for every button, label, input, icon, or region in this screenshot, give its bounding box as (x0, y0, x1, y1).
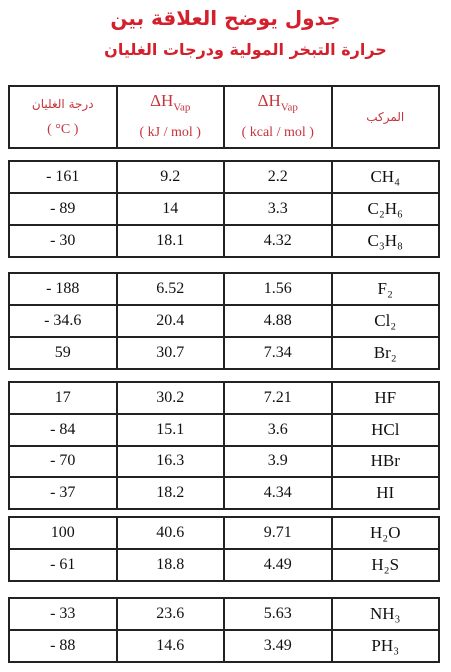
header-cell: درجة الغليان ( °C ) (8, 85, 118, 149)
formula-cell: HCl (330, 412, 440, 447)
header-unit: ( kJ / mol ) (139, 125, 201, 141)
formula-cell: C₂H₆ (330, 192, 440, 226)
value-cell: 3.6 (223, 412, 333, 447)
value-cell: - 30 (8, 224, 118, 258)
value-cell: 17 (8, 381, 118, 415)
header-cell: المركب (330, 85, 440, 149)
formula-cell: Br₂ (330, 336, 440, 370)
value-cell: 6.52 (115, 272, 225, 306)
table-row: - 161 9.2 2.2 CH₄ (8, 160, 440, 194)
formula-cell: HF (330, 381, 440, 415)
value-cell: 9.71 (223, 516, 333, 550)
formula-cell: C₃H₈ (330, 224, 440, 258)
row-group: 17 30.2 7.21 HF - 84 15.1 3.6 HCl - 70 16.3 3.9 HBr… (8, 381, 440, 510)
value-cell: 3.49 (223, 629, 333, 663)
table-row: - 89 14 3.3 C₂H₆ (8, 192, 440, 226)
header-subscript: Vap (173, 101, 191, 114)
header-table: درجة الغليان( °C ) ΔHVap( kJ / mol ) ΔHVap… (8, 85, 440, 149)
header-text: المركب (366, 110, 405, 124)
formula-cell: HBr (330, 444, 440, 479)
value-cell: 14 (115, 192, 225, 226)
value-cell: 40.6 (115, 516, 225, 550)
value-cell: 1.56 (223, 272, 333, 306)
formula-cell: NH₃ (330, 597, 440, 631)
value-cell: - 33 (8, 597, 118, 631)
value-cell: 14.6 (115, 629, 225, 663)
value-cell: 2.2 (223, 160, 333, 194)
value-cell: - 89 (8, 192, 118, 226)
header-label: ΔHVap (225, 88, 331, 120)
header-label: ΔHVap (118, 88, 224, 120)
table-row: - 88 14.6 3.49 PH₃ (8, 629, 440, 663)
formula-cell: H₂S (330, 548, 440, 582)
value-cell: - 37 (8, 476, 118, 510)
value-cell: 100 (8, 516, 118, 550)
value-cell: 3.9 (223, 444, 333, 479)
header-text: ΔH (150, 90, 174, 110)
header-cell: ΔHVap ( kcal / mol ) (223, 85, 333, 149)
table-row: - 33 23.6 5.63 NH₃ (8, 597, 440, 631)
value-cell: 59 (8, 336, 118, 370)
value-cell: 5.63 (223, 597, 333, 631)
value-cell: - 84 (8, 412, 118, 447)
formula-cell: H₂O (330, 516, 440, 550)
value-cell: 7.21 (223, 381, 333, 415)
value-cell: 9.2 (115, 160, 225, 194)
value-cell: - 161 (8, 160, 118, 194)
row-group: 100 40.6 9.71 H₂O - 61 18.8 4.49 H₂S (8, 516, 440, 582)
value-cell: 4.34 (223, 476, 333, 510)
header-label: المركب (333, 104, 439, 130)
value-cell: - 34.6 (8, 304, 118, 338)
value-cell: - 70 (8, 444, 118, 479)
title-line: جدول يوضح العلاقة بين (110, 6, 341, 30)
value-cell: 4.32 (223, 224, 333, 258)
table-row: - 37 18.2 4.34 HI (8, 476, 440, 510)
formula-cell: HI (330, 476, 440, 510)
header-text: درجة الغليان (31, 97, 94, 111)
row-group: - 161 9.2 2.2 CH₄ - 89 14 3.3 C₂H₆ - 30 18.1 4.32 C… (8, 160, 440, 258)
formula-cell: PH₃ (330, 629, 440, 663)
value-cell: 20.4 (115, 304, 225, 338)
table-row: - 70 16.3 3.9 HBr (8, 444, 440, 479)
table-row: 17 30.2 7.21 HF (8, 381, 440, 415)
value-cell: 23.6 (115, 597, 225, 631)
value-cell: - 88 (8, 629, 118, 663)
header-unit: ( kcal / mol ) (241, 125, 314, 141)
value-cell: 30.2 (115, 381, 225, 415)
value-cell: 7.34 (223, 336, 333, 370)
header-row: درجة الغليان( °C ) ΔHVap( kJ / mol ) ΔHVap… (8, 85, 440, 149)
table-row: 59 30.7 7.34 Br₂ (8, 336, 440, 370)
value-cell: 16.3 (115, 444, 225, 479)
header-label: درجة الغليان (10, 91, 116, 117)
header-subscript: Vap (280, 101, 298, 114)
value-cell: 18.2 (115, 476, 225, 510)
title-line: حرارة التبخر المولية ودرجات الغليان (104, 40, 387, 59)
value-cell: 30.7 (115, 336, 225, 370)
value-cell: - 61 (8, 548, 118, 582)
table-row: - 34.6 20.4 4.88 Cl₂ (8, 304, 440, 338)
table-row: - 84 15.1 3.6 HCl (8, 412, 440, 447)
value-cell: 18.8 (115, 548, 225, 582)
row-group: - 33 23.6 5.63 NH₃ - 88 14.6 3.49 PH₃ (8, 597, 440, 663)
table-row: - 30 18.1 4.32 C₃H₈ (8, 224, 440, 258)
value-cell: 18.1 (115, 224, 225, 258)
header-unit: ( °C ) (47, 122, 79, 137)
header-cell: ΔHVap ( kJ / mol ) (115, 85, 225, 149)
value-cell: 15.1 (115, 412, 225, 447)
value-cell: 4.88 (223, 304, 333, 338)
value-cell: 4.49 (223, 548, 333, 582)
table-row: - 188 6.52 1.56 F₂ (8, 272, 440, 306)
formula-cell: Cl₂ (330, 304, 440, 338)
row-group: - 188 6.52 1.56 F₂ - 34.6 20.4 4.88 Cl₂ 59 30.7 7.… (8, 272, 440, 370)
formula-cell: F₂ (330, 272, 440, 306)
value-cell: - 188 (8, 272, 118, 306)
table-row: - 61 18.8 4.49 H₂S (8, 548, 440, 582)
header-text: ΔH (257, 90, 281, 110)
value-cell: 3.3 (223, 192, 333, 226)
table-row: 100 40.6 9.71 H₂O (8, 516, 440, 550)
formula-cell: CH₄ (330, 160, 440, 194)
